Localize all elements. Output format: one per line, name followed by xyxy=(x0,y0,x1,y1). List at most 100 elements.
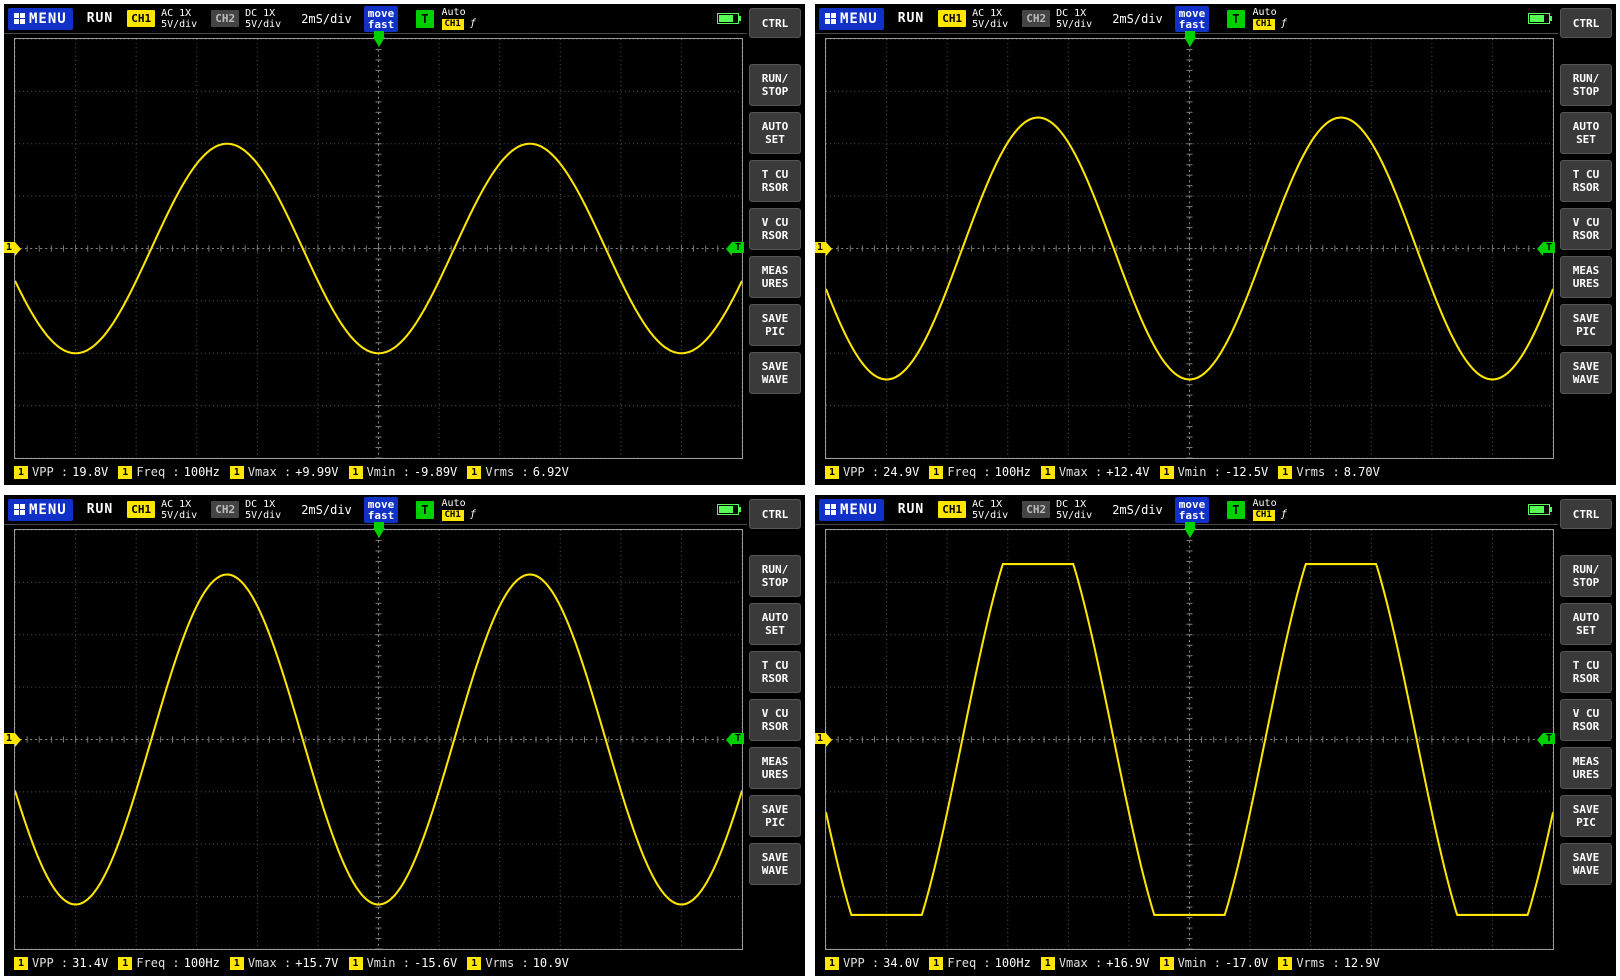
ch1-icon: 1 xyxy=(467,466,481,479)
ch1-ground-marker[interactable]: 1 xyxy=(815,242,826,253)
waveform-display[interactable]: 1T xyxy=(825,529,1554,950)
ch1-icon: 1 xyxy=(929,466,943,479)
side-button-run-stop[interactable]: RUN/ STOP xyxy=(749,64,801,106)
side-button-meas-ures[interactable]: MEAS URES xyxy=(749,256,801,298)
ch1-badge[interactable]: CH1 xyxy=(127,501,155,518)
side-button-bar: CTRL RUN/ STOP AUTO SET T CU RSOR V CU RSOR M… xyxy=(747,4,805,485)
side-button-save-wave[interactable]: SAVE WAVE xyxy=(749,843,801,885)
measure-value: 100Hz xyxy=(995,956,1031,970)
measure-value: +16.9V xyxy=(1106,956,1149,970)
side-button-auto-set[interactable]: AUTO SET xyxy=(1560,603,1612,645)
side-button-auto-set[interactable]: AUTO SET xyxy=(1560,112,1612,154)
trigger-position-marker[interactable] xyxy=(1184,37,1196,47)
measure-value: +12.4V xyxy=(1106,465,1149,479)
ch1-ground-marker[interactable]: 1 xyxy=(4,242,15,253)
move-fast-button[interactable]: movefast xyxy=(1175,497,1210,523)
ch1-badge[interactable]: CH1 xyxy=(127,10,155,27)
waveform-display[interactable]: 1T xyxy=(14,529,743,950)
ch1-settings: AC 1X5V/div xyxy=(972,499,1008,521)
ch1-badge[interactable]: CH1 xyxy=(938,501,966,518)
side-button-meas-ures[interactable]: MEAS URES xyxy=(1560,256,1612,298)
battery-icon xyxy=(1528,13,1550,24)
ch2-badge[interactable]: CH2 xyxy=(211,501,239,518)
side-button-t-cu-rsor[interactable]: T CU RSOR xyxy=(749,651,801,693)
ch1-ground-marker[interactable]: 1 xyxy=(815,733,826,744)
ch1-ground-marker[interactable]: 1 xyxy=(4,733,15,744)
menu-button[interactable]: MENU xyxy=(819,8,884,30)
side-button-save-wave[interactable]: SAVE WAVE xyxy=(1560,352,1612,394)
menu-label: MENU xyxy=(29,11,67,27)
trigger-level-marker[interactable]: T xyxy=(1543,242,1555,253)
measure-vmin: 1 Vmin : -9.89V xyxy=(349,465,458,479)
side-button-run-stop[interactable]: RUN/ STOP xyxy=(1560,64,1612,106)
side-button-ctrl[interactable]: CTRL xyxy=(1560,8,1612,38)
trigger-level-marker[interactable]: T xyxy=(732,733,744,744)
trigger-badge[interactable]: T xyxy=(1227,10,1244,28)
trigger-badge[interactable]: T xyxy=(1227,501,1244,519)
side-button-ctrl[interactable]: CTRL xyxy=(749,499,801,529)
trigger-position-marker[interactable] xyxy=(1184,528,1196,538)
menu-button[interactable]: MENU xyxy=(8,8,73,30)
waveform-display[interactable]: 1T xyxy=(825,38,1554,459)
side-button-t-cu-rsor[interactable]: T CU RSOR xyxy=(1560,160,1612,202)
ch1-badge[interactable]: CH1 xyxy=(938,10,966,27)
side-button-v-cu-rsor[interactable]: V CU RSOR xyxy=(1560,208,1612,250)
side-button-save-pic[interactable]: SAVE PIC xyxy=(1560,795,1612,837)
side-button-save-pic[interactable]: SAVE PIC xyxy=(749,304,801,346)
menu-button[interactable]: MENU xyxy=(819,499,884,521)
move-fast-button[interactable]: movefast xyxy=(364,6,399,32)
trigger-badge[interactable]: T xyxy=(416,501,433,519)
side-button-ctrl[interactable]: CTRL xyxy=(1560,499,1612,529)
trigger-level-marker[interactable]: T xyxy=(1543,733,1555,744)
move-fast-button[interactable]: movefast xyxy=(364,497,399,523)
top-bar: MENU RUN CH1 AC 1X5V/div CH2 DC 1X5V/div… xyxy=(4,495,747,525)
ch2-settings: DC 1X5V/div xyxy=(1056,8,1092,30)
measurement-bar: 1 VPP : 19.8V1 Freq : 100Hz1 Vmax : +9.9… xyxy=(4,459,747,485)
trigger-badge[interactable]: T xyxy=(416,10,433,28)
measure-vmin: 1 Vmin : -15.6V xyxy=(349,956,458,970)
side-button-v-cu-rsor[interactable]: V CU RSOR xyxy=(1560,699,1612,741)
side-button-t-cu-rsor[interactable]: T CU RSOR xyxy=(1560,651,1612,693)
ch1-icon: 1 xyxy=(230,957,244,970)
ch1-settings: AC 1X5V/div xyxy=(161,499,197,521)
ch2-badge[interactable]: CH2 xyxy=(211,10,239,27)
side-button-run-stop[interactable]: RUN/ STOP xyxy=(749,555,801,597)
trigger-level-marker[interactable]: T xyxy=(732,242,744,253)
measure-vmax: 1 Vmax : +16.9V xyxy=(1041,956,1150,970)
side-button-meas-ures[interactable]: MEAS URES xyxy=(1560,747,1612,789)
side-button-run-stop[interactable]: RUN/ STOP xyxy=(1560,555,1612,597)
move-fast-button[interactable]: movefast xyxy=(1175,6,1210,32)
side-button-save-pic[interactable]: SAVE PIC xyxy=(1560,304,1612,346)
top-bar: MENU RUN CH1 AC 1X5V/div CH2 DC 1X5V/div… xyxy=(815,495,1558,525)
ch1-icon: 1 xyxy=(1160,466,1174,479)
measure-value: 100Hz xyxy=(184,956,220,970)
measure-value: -17.0V xyxy=(1225,956,1268,970)
measure-vmin: 1 Vmin : -12.5V xyxy=(1160,465,1269,479)
measure-label: VPP : xyxy=(32,465,68,479)
measure-label: Freq : xyxy=(136,956,179,970)
run-state: RUN xyxy=(87,502,113,517)
measure-vpp: 1 VPP : 19.8V xyxy=(14,465,108,479)
side-button-v-cu-rsor[interactable]: V CU RSOR xyxy=(749,699,801,741)
ch2-badge[interactable]: CH2 xyxy=(1022,501,1050,518)
ch2-badge[interactable]: CH2 xyxy=(1022,10,1050,27)
side-button-auto-set[interactable]: AUTO SET xyxy=(749,603,801,645)
side-button-save-wave[interactable]: SAVE WAVE xyxy=(749,352,801,394)
trigger-position-marker[interactable] xyxy=(373,528,385,538)
top-bar: MENU RUN CH1 AC 1X5V/div CH2 DC 1X5V/div… xyxy=(4,4,747,34)
side-button-meas-ures[interactable]: MEAS URES xyxy=(749,747,801,789)
side-button-auto-set[interactable]: AUTO SET xyxy=(749,112,801,154)
measure-label: Freq : xyxy=(136,465,179,479)
side-button-t-cu-rsor[interactable]: T CU RSOR xyxy=(749,160,801,202)
ch1-icon: 1 xyxy=(1278,466,1292,479)
ch1-icon: 1 xyxy=(14,957,28,970)
side-button-save-wave[interactable]: SAVE WAVE xyxy=(1560,843,1612,885)
waveform-display[interactable]: 1T xyxy=(14,38,743,459)
menu-button[interactable]: MENU xyxy=(8,499,73,521)
side-button-save-pic[interactable]: SAVE PIC xyxy=(749,795,801,837)
measure-vrms: 1 Vrms : 6.92V xyxy=(467,465,569,479)
trigger-position-marker[interactable] xyxy=(373,37,385,47)
measure-label: Vmax : xyxy=(1059,465,1102,479)
side-button-v-cu-rsor[interactable]: V CU RSOR xyxy=(749,208,801,250)
side-button-ctrl[interactable]: CTRL xyxy=(749,8,801,38)
